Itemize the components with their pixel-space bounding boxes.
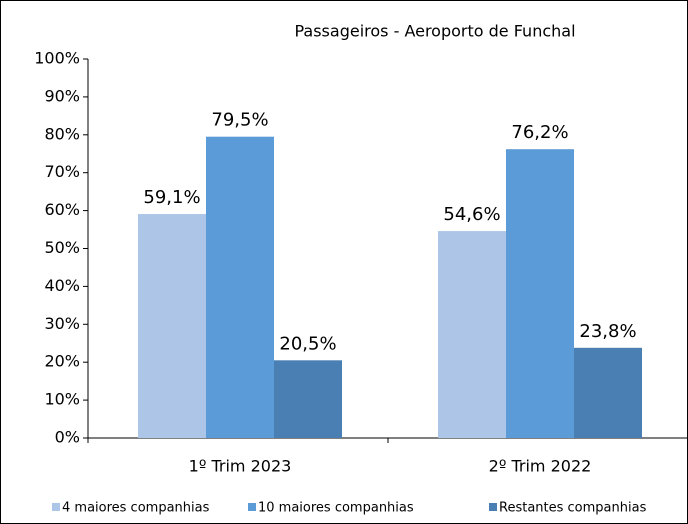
y-tick-label: 50% (44, 238, 80, 257)
y-tick-label: 20% (44, 352, 80, 371)
y-tick-label: 70% (44, 162, 80, 181)
value-label: 20,5% (279, 333, 336, 354)
legend-swatch (248, 503, 256, 511)
legend-label: 10 maiores companhias (258, 501, 414, 516)
y-tick-label: 90% (44, 86, 80, 105)
value-label: 79,5% (211, 110, 268, 131)
y-tick-label: 100% (34, 49, 80, 68)
value-label: 23,8% (579, 321, 636, 342)
value-label: 59,1% (143, 187, 200, 208)
y-tick-label: 30% (44, 314, 80, 333)
bar (206, 136, 274, 438)
y-tick-label: 10% (44, 390, 80, 409)
bar (574, 347, 642, 438)
y-tick-label: 60% (44, 200, 80, 219)
y-tick-label: 0% (55, 428, 80, 447)
value-label: 76,2% (511, 122, 568, 143)
x-tick-label: 2º Trim 2022 (489, 457, 592, 476)
y-tick-label: 80% (44, 124, 80, 143)
chart-title: Passageiros - Aeroporto de Funchal (294, 22, 575, 41)
x-tick-label: 1º Trim 2023 (189, 457, 292, 476)
bar (138, 214, 206, 438)
bar (438, 231, 506, 438)
bar (506, 149, 574, 438)
bar (274, 360, 342, 438)
legend-label: 4 maiores companhias (62, 501, 210, 516)
value-label: 54,6% (443, 204, 500, 225)
legend-swatch (52, 503, 60, 511)
legend-swatch (489, 503, 497, 511)
legend-label: Restantes companhias (499, 501, 647, 516)
y-tick-label: 40% (44, 276, 80, 295)
